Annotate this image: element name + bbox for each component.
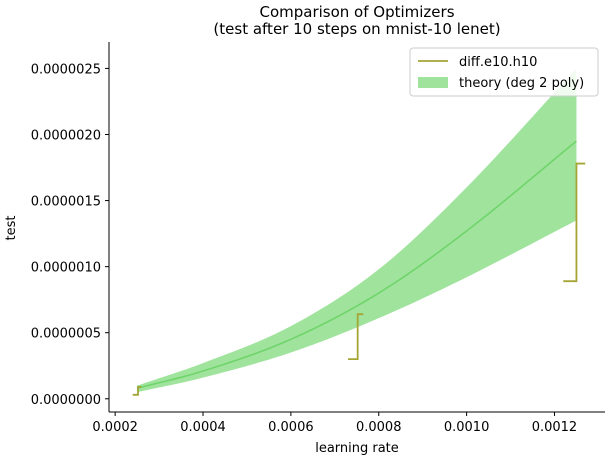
y-axis-label: test xyxy=(4,216,19,241)
plot-area xyxy=(132,68,586,396)
x-tick-label: 0.0002 xyxy=(92,420,138,435)
y-tick-label: 0.0000000 xyxy=(31,393,101,408)
x-tick-label: 0.0012 xyxy=(532,420,578,435)
y-tick-label: 0.0000010 xyxy=(31,261,101,276)
chart-title-line1: Comparison of Optimizers xyxy=(259,3,454,21)
y-tick-label: 0.0000020 xyxy=(31,129,101,144)
diff-step-segment xyxy=(132,385,142,396)
diff-step-segment xyxy=(347,313,364,361)
legend-box xyxy=(409,47,599,97)
legend-swatch-theory xyxy=(418,77,448,88)
x-axis-ticks: 0.0002 0.0004 0.0006 0.0008 0.0010 0.0012 xyxy=(92,412,577,435)
x-tick-label: 0.0006 xyxy=(268,420,314,435)
chart-title-line2: (test after 10 steps on mnist-10 lenet) xyxy=(213,20,500,38)
diff-step-segment xyxy=(563,162,586,283)
y-axis-ticks: 0.0000000 0.0000005 0.0000010 0.0000015 0.00… xyxy=(31,62,109,408)
x-tick-label: 0.0008 xyxy=(356,420,402,435)
y-tick-label: 0.0000005 xyxy=(31,327,101,342)
legend: diff.e10.h10 theory (deg 2 poly) xyxy=(409,47,599,97)
x-tick-label: 0.0010 xyxy=(444,420,490,435)
y-tick-label: 0.0000015 xyxy=(31,195,101,210)
x-tick-label: 0.0004 xyxy=(180,420,226,435)
x-axis-label: learning rate xyxy=(315,441,399,456)
y-tick-label: 0.0000025 xyxy=(31,62,101,77)
theory-mean-line xyxy=(136,140,577,389)
legend-label-theory: theory (deg 2 poly) xyxy=(459,76,584,91)
legend-label-diff: diff.e10.h10 xyxy=(459,55,537,70)
